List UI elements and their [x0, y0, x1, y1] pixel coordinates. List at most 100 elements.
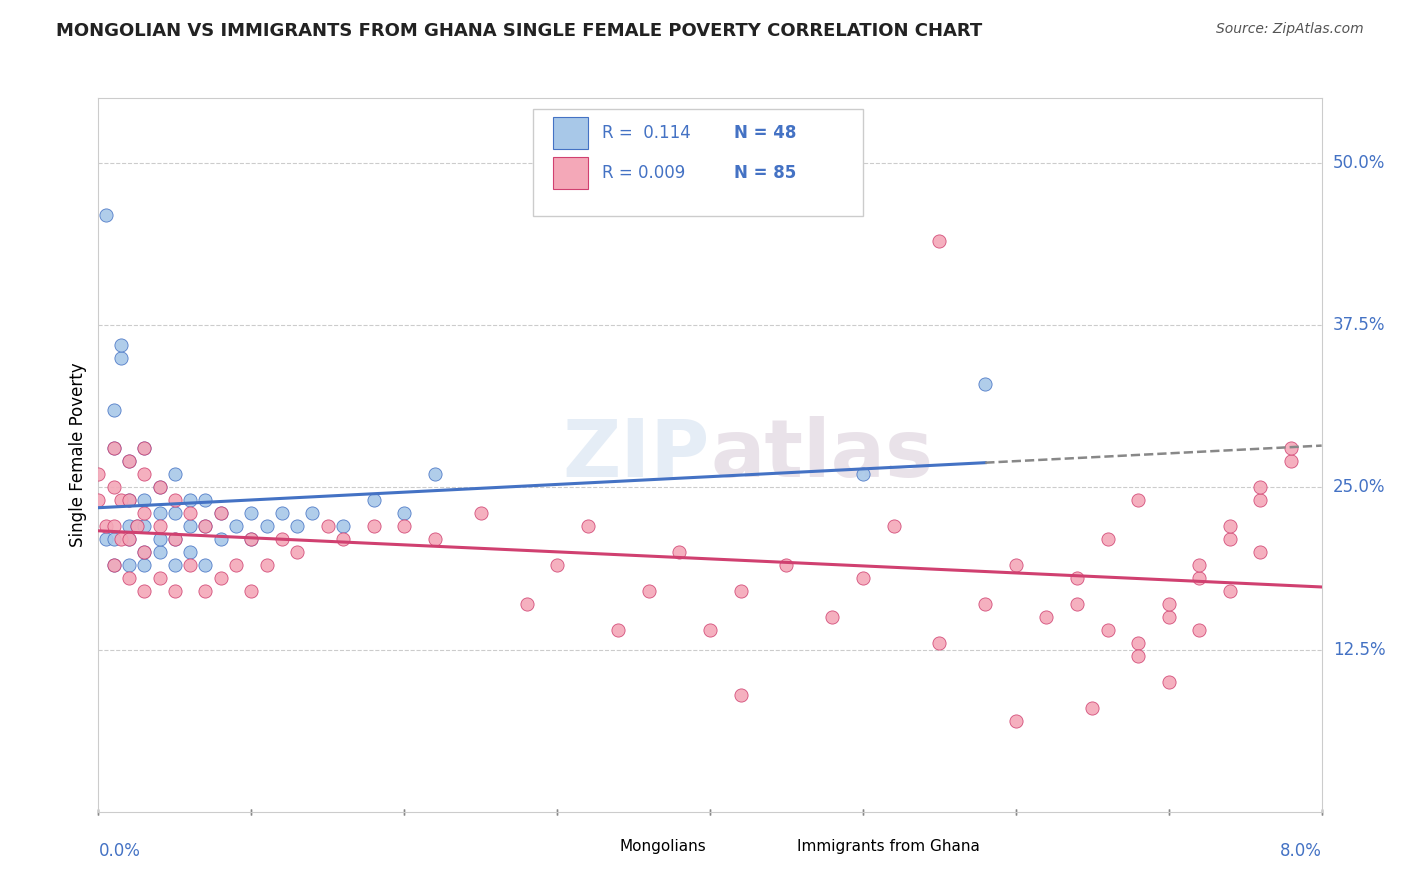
Text: R =  0.114: R = 0.114 [602, 125, 692, 143]
Point [118, 558, 141, 573]
Point [163, 506, 186, 520]
Point [1066, 571, 1088, 585]
Point [637, 584, 661, 599]
Text: ZIP: ZIP [562, 416, 710, 494]
Point [179, 519, 201, 533]
Point [974, 376, 997, 391]
Point [87, 493, 110, 508]
Point [209, 506, 232, 520]
Point [149, 480, 172, 494]
Point [1157, 597, 1180, 611]
Point [194, 558, 217, 573]
Point [194, 493, 217, 508]
Point [1249, 480, 1271, 494]
Point [225, 558, 247, 573]
Point [134, 442, 156, 456]
Point [256, 519, 278, 533]
Point [118, 533, 141, 547]
Point [134, 545, 156, 559]
Point [209, 571, 232, 585]
Point [285, 519, 308, 533]
Point [1035, 610, 1057, 624]
Point [1097, 623, 1119, 637]
Point [1128, 636, 1150, 650]
Point [516, 597, 538, 611]
Point [194, 584, 217, 599]
Point [332, 519, 354, 533]
Point [149, 480, 172, 494]
Point [134, 545, 156, 559]
Text: 12.5%: 12.5% [1333, 640, 1385, 658]
Point [179, 506, 201, 520]
Point [118, 571, 141, 585]
Point [240, 533, 263, 547]
Point [110, 351, 132, 365]
Point [332, 533, 354, 547]
Point [1066, 597, 1088, 611]
Text: 0.0%: 0.0% [98, 842, 141, 860]
Point [103, 558, 125, 573]
Point [316, 519, 339, 533]
Point [546, 558, 568, 573]
Point [103, 558, 125, 573]
Point [423, 533, 446, 547]
Text: 50.0%: 50.0% [1333, 154, 1385, 172]
Point [163, 533, 186, 547]
Point [225, 519, 247, 533]
Point [928, 636, 950, 650]
Point [163, 584, 186, 599]
Point [1157, 610, 1180, 624]
Point [363, 519, 385, 533]
Point [576, 519, 599, 533]
Text: atlas: atlas [710, 416, 934, 494]
Point [134, 519, 156, 533]
Point [285, 545, 308, 559]
Point [194, 519, 217, 533]
Point [1188, 623, 1211, 637]
Point [1188, 558, 1211, 573]
Point [103, 533, 125, 547]
FancyBboxPatch shape [554, 157, 588, 189]
Text: Mongolians: Mongolians [620, 839, 706, 855]
Text: Source: ZipAtlas.com: Source: ZipAtlas.com [1216, 22, 1364, 37]
Point [392, 519, 416, 533]
Point [118, 454, 141, 468]
Point [110, 493, 132, 508]
Point [118, 533, 141, 547]
Point [110, 337, 132, 351]
Point [1219, 519, 1241, 533]
Point [974, 597, 997, 611]
Point [179, 545, 201, 559]
Point [730, 688, 752, 702]
Point [149, 533, 172, 547]
Point [134, 493, 156, 508]
Point [149, 506, 172, 520]
Point [1188, 571, 1211, 585]
Point [103, 442, 125, 456]
Point [94, 208, 117, 222]
Point [163, 558, 186, 573]
Point [134, 442, 156, 456]
Point [470, 506, 492, 520]
Point [118, 454, 141, 468]
Text: 25.0%: 25.0% [1333, 478, 1385, 496]
Point [1279, 454, 1302, 468]
Point [163, 533, 186, 547]
Y-axis label: Single Female Poverty: Single Female Poverty [69, 363, 87, 547]
Point [134, 467, 156, 482]
Point [209, 533, 232, 547]
Point [1097, 533, 1119, 547]
Point [149, 519, 172, 533]
Point [103, 519, 125, 533]
Point [1081, 701, 1104, 715]
Point [1004, 714, 1026, 728]
Text: Immigrants from Ghana: Immigrants from Ghana [797, 839, 980, 855]
Point [1157, 675, 1180, 690]
Point [775, 558, 797, 573]
FancyBboxPatch shape [554, 118, 588, 150]
Point [94, 519, 117, 533]
FancyBboxPatch shape [533, 109, 863, 216]
Point [270, 533, 294, 547]
Point [852, 467, 875, 482]
Text: R = 0.009: R = 0.009 [602, 164, 686, 182]
